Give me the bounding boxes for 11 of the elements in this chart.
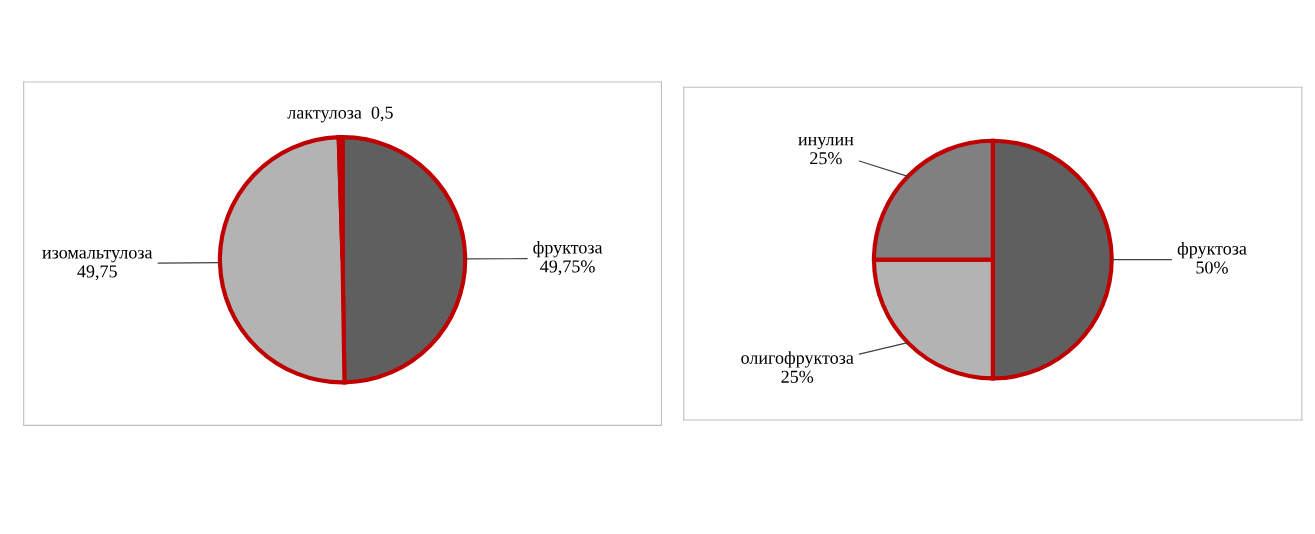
slice-label: лактулоза 0,5 <box>287 106 393 123</box>
slice-label: фруктоза <box>1177 241 1247 259</box>
data-label: 25% <box>810 152 842 165</box>
slice-label: инулин <box>798 136 854 150</box>
slice-label: изомальтулоза <box>42 249 153 263</box>
data-label: 49,75% <box>540 260 595 276</box>
data-label: 49,75 <box>77 265 117 281</box>
slice-label: олигофруктоза <box>741 351 854 368</box>
slice-label: фруктоза <box>533 240 603 258</box>
data-label: 50% <box>1196 261 1228 274</box>
data-label: 25% <box>781 370 814 383</box>
